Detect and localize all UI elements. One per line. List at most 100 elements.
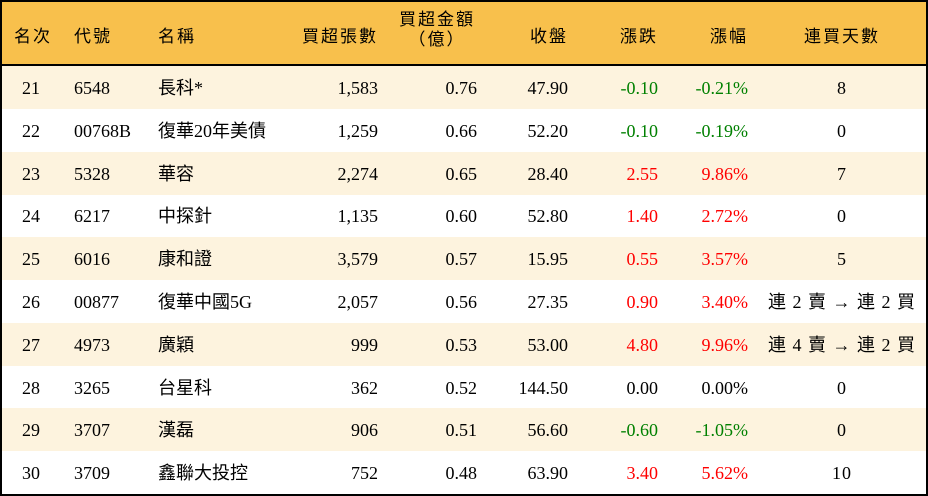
change-cell: 0.00: [626, 377, 659, 398]
close-cell: 56.60: [527, 420, 569, 441]
consecutive-buy-days-cell: 0: [837, 377, 847, 398]
header-net-buy-amount-line2: （億）: [408, 30, 466, 49]
net-buy-lots-cell: 999: [351, 334, 378, 355]
net-buy-amount-cell: 0.66: [445, 120, 478, 141]
change-pct-cell: -0.19%: [695, 120, 749, 141]
name-cell: 華容: [158, 163, 194, 184]
net-buy-amount-cell: 0.51: [445, 420, 478, 441]
header-net-buy-amount: 買超金額 （億）: [392, 10, 482, 50]
change-cell: 3.40: [626, 463, 659, 484]
change-cell: 2.55: [626, 163, 659, 184]
change-pct-cell: 9.86%: [701, 163, 749, 184]
table-row: 24 6217 中探針 1,135 0.60 52.80 1.40 2.72% …: [2, 194, 926, 237]
close-cell: 52.20: [527, 120, 569, 141]
net-buy-amount-cell: 0.56: [445, 292, 478, 312]
change-pct-cell: 9.96%: [701, 334, 749, 355]
close-cell: 144.50: [518, 377, 569, 398]
header-consecutive-buy-days: 連買天數: [804, 27, 880, 46]
table-row: 23 5328 華容 2,274 0.65 28.40 2.55 9.86% 7: [2, 151, 926, 195]
table-row: 22 00768B 復華20年美債 1,259 0.66 52.20 -0.10…: [2, 109, 926, 152]
rank-cell: 23: [22, 163, 40, 184]
consecutive-buy-days-cell: 0: [837, 420, 847, 441]
change-pct-cell: 2.72%: [701, 206, 749, 227]
name-cell: 漢磊: [158, 420, 194, 441]
header-change: 漲跌: [620, 27, 658, 46]
net-buy-lots-cell: 906: [351, 420, 378, 441]
table-header: 名次 代號 名稱 買超張數 買超金額 （億） 收盤 漲跌 漲幅 連買天數: [2, 2, 926, 66]
change-pct-cell: -1.05%: [695, 420, 749, 441]
net-buy-lots-cell: 362: [351, 377, 378, 398]
close-cell: 53.00: [527, 334, 569, 355]
header-name: 名稱: [158, 27, 196, 46]
change-cell: 0.90: [626, 292, 659, 312]
rank-cell: 30: [22, 463, 40, 484]
net-buy-amount-cell: 0.76: [445, 78, 478, 98]
code-cell: 00877: [74, 292, 119, 312]
table-row: 30 3709 鑫聯大投控 752 0.48 63.90 3.40 5.62% …: [2, 451, 926, 494]
change-cell: -0.10: [620, 78, 659, 98]
consecutive-buy-days-cell: 0: [837, 206, 847, 227]
code-cell: 6548: [74, 78, 110, 98]
net-buy-amount-cell: 0.52: [445, 377, 478, 398]
code-cell: 00768B: [74, 120, 132, 141]
close-cell: 27.35: [527, 292, 569, 312]
net-buy-lots-cell: 1,259: [337, 120, 379, 141]
header-code: 代號: [74, 27, 112, 46]
net-buy-amount-cell: 0.48: [445, 463, 478, 484]
rank-cell: 29: [22, 420, 40, 441]
consecutive-buy-days-cell: 連 2 賣 → 連 2 買: [768, 292, 916, 312]
change-cell: 4.80: [626, 334, 659, 355]
change-pct-cell: 3.57%: [701, 249, 749, 270]
close-cell: 28.40: [527, 163, 569, 184]
net-buy-lots-cell: 1,135: [337, 206, 379, 227]
rank-cell: 21: [22, 78, 40, 98]
name-cell: 台星科: [158, 377, 212, 398]
consecutive-buy-days-cell: 連 4 賣 → 連 2 買: [768, 334, 916, 355]
change-cell: -0.60: [620, 420, 659, 441]
code-cell: 4973: [74, 334, 110, 355]
net-buy-lots-cell: 3,579: [337, 249, 379, 270]
net-buy-amount-cell: 0.60: [445, 206, 478, 227]
change-pct-cell: 5.62%: [701, 463, 749, 484]
header-change-pct: 漲幅: [710, 27, 748, 46]
change-cell: 0.55: [626, 249, 659, 270]
code-cell: 5328: [74, 163, 110, 184]
table-row: 29 3707 漢磊 906 0.51 56.60 -0.60 -1.05% 0: [2, 408, 926, 452]
code-cell: 3709: [74, 463, 110, 484]
rank-cell: 28: [22, 377, 40, 398]
change-cell: -0.10: [620, 120, 659, 141]
change-pct-cell: 0.00%: [701, 377, 749, 398]
net-buy-amount-cell: 0.53: [445, 334, 478, 355]
table-row: 25 6016 康和證 3,579 0.57 15.95 0.55 3.57% …: [2, 237, 926, 281]
consecutive-buy-days-cell: 5: [837, 249, 847, 270]
rank-cell: 25: [22, 249, 40, 270]
consecutive-buy-days-cell: 10: [832, 463, 852, 484]
name-cell: 廣穎: [158, 334, 194, 355]
code-cell: 6016: [74, 249, 110, 270]
table-row: 26 00877 復華中國5G 2,057 0.56 27.35 0.90 3.…: [2, 280, 926, 323]
change-pct-cell: 3.40%: [701, 292, 749, 312]
table-row: 28 3265 台星科 362 0.52 144.50 0.00 0.00% 0: [2, 366, 926, 409]
net-buy-lots-cell: 2,057: [337, 292, 379, 312]
rank-cell: 27: [22, 334, 40, 355]
close-cell: 52.80: [527, 206, 569, 227]
name-cell: 中探針: [158, 206, 212, 227]
table-row: 21 6548 長科* 1,583 0.76 47.90 -0.10 -0.21…: [2, 66, 926, 109]
header-close: 收盤: [530, 27, 568, 46]
header-net-buy-lots: 買超張數: [302, 27, 378, 46]
name-cell: 鑫聯大投控: [158, 463, 248, 484]
close-cell: 63.90: [527, 463, 569, 484]
change-cell: 1.40: [626, 206, 659, 227]
net-buy-lots-cell: 1,583: [337, 78, 379, 98]
rank-cell: 22: [22, 120, 40, 141]
rank-cell: 24: [22, 206, 40, 227]
code-cell: 3265: [74, 377, 110, 398]
name-cell: 復華20年美債: [158, 120, 266, 141]
net-buy-lots-cell: 2,274: [337, 163, 379, 184]
consecutive-buy-days-cell: 8: [837, 78, 847, 98]
header-rank: 名次: [14, 27, 52, 46]
name-cell: 康和證: [158, 249, 212, 270]
code-cell: 3707: [74, 420, 110, 441]
close-cell: 15.95: [527, 249, 569, 270]
